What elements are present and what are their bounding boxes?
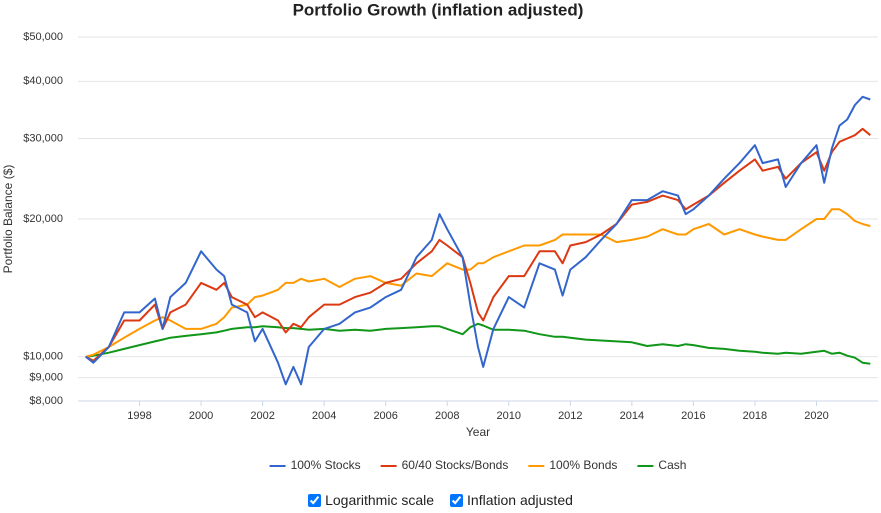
legend-item: 100% Bonds (528, 458, 617, 472)
legend: 100% Stocks 60/40 Stocks/Bonds 100% Bonds C… (269, 458, 686, 472)
legend-label: Cash (658, 458, 686, 472)
checkbox-label[interactable]: Logarithmic scale (308, 492, 434, 508)
legend-item: Cash (637, 458, 686, 472)
checkbox[interactable] (308, 494, 322, 507)
x-tick-label: 2016 (681, 410, 705, 422)
legend-label: 100% Bonds (549, 458, 617, 472)
y-tick-label: $10,000 (23, 351, 63, 363)
y-tick-label: $9,000 (29, 372, 63, 384)
chart-title: Portfolio Growth (inflation adjusted) (293, 0, 584, 19)
series-line (85, 95, 871, 386)
y-tick-label: $30,000 (23, 132, 63, 144)
checkbox-label[interactable]: Inflation adjusted (450, 492, 573, 508)
x-tick-label: 1998 (127, 410, 151, 422)
x-tick-label: 2018 (743, 410, 767, 422)
controls: Logarithmic scale Inflation adjusted (0, 492, 881, 508)
y-tick-label: $20,000 (23, 213, 63, 225)
x-tick-label: 2002 (250, 410, 274, 422)
x-tick-label: 2020 (804, 410, 828, 422)
x-tick-label: 2010 (497, 410, 521, 422)
x-tick-label: 2006 (373, 410, 397, 422)
series-line (85, 127, 871, 362)
series-line (85, 208, 871, 358)
x-tick-label: 2008 (435, 410, 459, 422)
y-tick-label: $50,000 (23, 31, 63, 43)
checkbox-text: Inflation adjusted (467, 492, 573, 508)
checkbox[interactable] (450, 494, 464, 507)
checkbox-text: Logarithmic scale (325, 492, 435, 508)
y-tick-label: $8,000 (29, 395, 63, 407)
x-tick-label: 2012 (558, 410, 582, 422)
chart: Portfolio Growth (inflation adjusted) Ye… (1, 0, 878, 472)
legend-item: 60/40 Stocks/Bonds (380, 458, 509, 472)
y-axis-label: Portfolio Balance ($) (1, 165, 15, 274)
x-tick-label: 2004 (312, 410, 336, 422)
legend-label: 60/40 Stocks/Bonds (402, 458, 509, 472)
legend-label: 100% Stocks (291, 458, 361, 472)
legend-item: 100% Stocks (269, 458, 361, 472)
series-line (85, 322, 871, 365)
x-tick-label: 2000 (189, 410, 213, 422)
y-tick-label: $40,000 (23, 75, 63, 87)
x-axis-label: Year (466, 425, 490, 439)
x-tick-label: 2014 (620, 410, 644, 422)
